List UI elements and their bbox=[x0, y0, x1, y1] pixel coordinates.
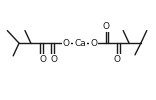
Text: Ca: Ca bbox=[74, 39, 86, 48]
Text: O: O bbox=[90, 39, 97, 48]
Text: O: O bbox=[102, 22, 109, 31]
Text: O: O bbox=[114, 55, 121, 64]
Text: O: O bbox=[39, 55, 46, 64]
Text: O: O bbox=[51, 55, 58, 64]
Text: O: O bbox=[63, 39, 70, 48]
